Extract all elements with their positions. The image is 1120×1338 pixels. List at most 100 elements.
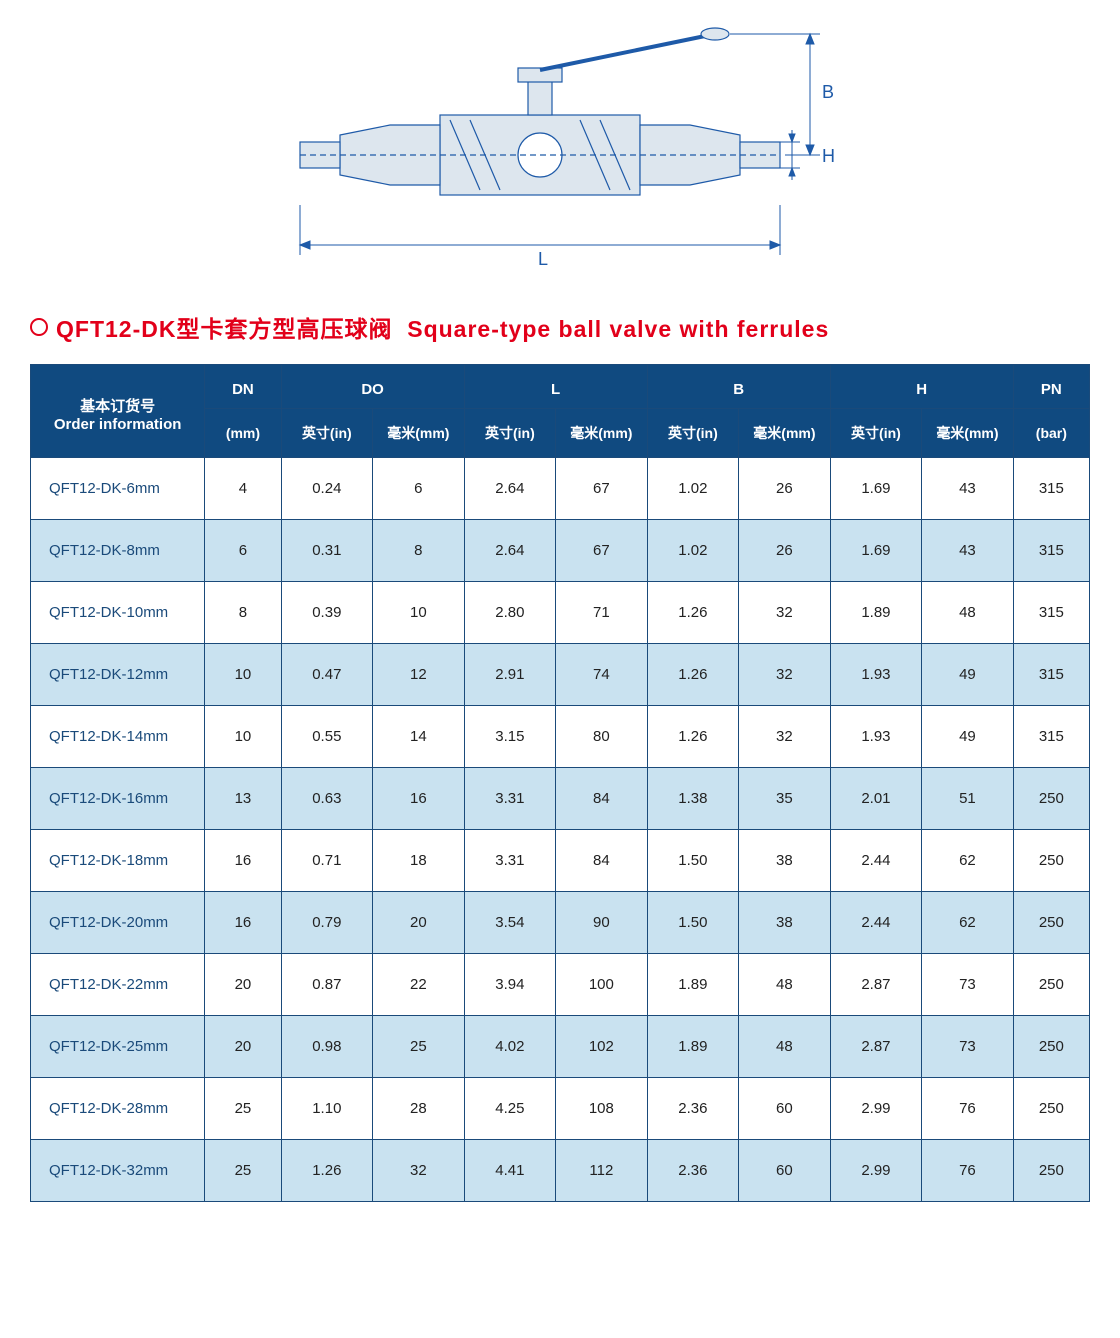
cell-do-in: 0.39: [281, 582, 373, 644]
cell-do-mm: 25: [373, 1016, 465, 1078]
cell-do-mm: 6: [373, 458, 465, 520]
valve-diagram-area: L B H: [0, 0, 1120, 290]
dim-label-b: B: [822, 82, 834, 102]
table-row: QFT12-DK-18mm160.71183.31841.50382.44622…: [31, 830, 1090, 892]
cell-dn: 10: [205, 706, 281, 768]
cell-l-in: 3.15: [464, 706, 556, 768]
cell-h-mm: 43: [922, 458, 1014, 520]
table-row: QFT12-DK-8mm60.3182.64671.02261.6943315: [31, 520, 1090, 582]
cell-h-in: 2.87: [830, 1016, 922, 1078]
cell-l-mm: 108: [556, 1078, 648, 1140]
cell-do-mm: 20: [373, 892, 465, 954]
unit-h-in: 英寸(in): [830, 409, 922, 458]
cell-h-mm: 73: [922, 1016, 1014, 1078]
cell-do-in: 0.24: [281, 458, 373, 520]
cell-b-mm: 48: [739, 954, 831, 1016]
cell-b-in: 1.02: [647, 458, 739, 520]
table-row: QFT12-DK-32mm251.26324.411122.36602.9976…: [31, 1140, 1090, 1202]
cell-pn: 315: [1013, 582, 1089, 644]
spec-table: 基本订货号 Order information DN DO L B H PN (…: [30, 364, 1090, 1202]
cell-dn: 8: [205, 582, 281, 644]
cell-l-in: 4.25: [464, 1078, 556, 1140]
cell-h-mm: 62: [922, 892, 1014, 954]
cell-l-mm: 84: [556, 830, 648, 892]
cell-dn: 25: [205, 1140, 281, 1202]
col-do: DO: [281, 365, 464, 409]
cell-do-mm: 22: [373, 954, 465, 1016]
cell-h-in: 2.01: [830, 768, 922, 830]
table-body: QFT12-DK-6mm40.2462.64671.02261.6943315Q…: [31, 458, 1090, 1202]
cell-do-in: 0.55: [281, 706, 373, 768]
cell-do-mm: 32: [373, 1140, 465, 1202]
dim-label-h: H: [822, 146, 835, 166]
cell-dn: 16: [205, 892, 281, 954]
cell-do-mm: 18: [373, 830, 465, 892]
unit-pn: (bar): [1013, 409, 1089, 458]
cell-do-mm: 8: [373, 520, 465, 582]
cell-b-in: 2.36: [647, 1078, 739, 1140]
table-row: QFT12-DK-12mm100.47122.91741.26321.93493…: [31, 644, 1090, 706]
cell-order: QFT12-DK-25mm: [31, 1016, 205, 1078]
cell-order: QFT12-DK-14mm: [31, 706, 205, 768]
cell-h-mm: 76: [922, 1078, 1014, 1140]
cell-b-mm: 32: [739, 644, 831, 706]
cell-do-mm: 14: [373, 706, 465, 768]
table-row: QFT12-DK-28mm251.10284.251082.36602.9976…: [31, 1078, 1090, 1140]
cell-order: QFT12-DK-12mm: [31, 644, 205, 706]
col-pn: PN: [1013, 365, 1089, 409]
table-row: QFT12-DK-6mm40.2462.64671.02261.6943315: [31, 458, 1090, 520]
col-order: 基本订货号 Order information: [31, 365, 205, 458]
title-text: QFT12-DK型卡套方型高压球阀 Square-type ball valve…: [56, 310, 829, 344]
cell-do-in: 0.47: [281, 644, 373, 706]
cell-order: QFT12-DK-18mm: [31, 830, 205, 892]
cell-dn: 20: [205, 1016, 281, 1078]
cell-do-in: 0.98: [281, 1016, 373, 1078]
cell-b-in: 1.50: [647, 830, 739, 892]
table-row: QFT12-DK-22mm200.87223.941001.89482.8773…: [31, 954, 1090, 1016]
cell-order: QFT12-DK-20mm: [31, 892, 205, 954]
cell-pn: 250: [1013, 892, 1089, 954]
cell-h-in: 2.44: [830, 830, 922, 892]
cell-b-mm: 60: [739, 1140, 831, 1202]
cell-pn: 250: [1013, 1078, 1089, 1140]
table-row: QFT12-DK-10mm80.39102.80711.26321.894831…: [31, 582, 1090, 644]
cell-dn: 20: [205, 954, 281, 1016]
cell-order: QFT12-DK-6mm: [31, 458, 205, 520]
cell-h-mm: 49: [922, 644, 1014, 706]
cell-h-mm: 76: [922, 1140, 1014, 1202]
cell-pn: 315: [1013, 458, 1089, 520]
table-row: QFT12-DK-14mm100.55143.15801.26321.93493…: [31, 706, 1090, 768]
cell-b-mm: 60: [739, 1078, 831, 1140]
table-row: QFT12-DK-25mm200.98254.021021.89482.8773…: [31, 1016, 1090, 1078]
cell-l-mm: 90: [556, 892, 648, 954]
cell-dn: 25: [205, 1078, 281, 1140]
cell-l-mm: 100: [556, 954, 648, 1016]
cell-do-in: 0.63: [281, 768, 373, 830]
cell-l-mm: 84: [556, 768, 648, 830]
table-head: 基本订货号 Order information DN DO L B H PN (…: [31, 365, 1090, 458]
cell-b-mm: 32: [739, 582, 831, 644]
unit-h-mm: 毫米(mm): [922, 409, 1014, 458]
cell-l-mm: 67: [556, 520, 648, 582]
cell-order: QFT12-DK-28mm: [31, 1078, 205, 1140]
cell-do-mm: 10: [373, 582, 465, 644]
cell-do-in: 0.87: [281, 954, 373, 1016]
unit-do-in: 英寸(in): [281, 409, 373, 458]
cell-h-mm: 51: [922, 768, 1014, 830]
cell-b-in: 1.26: [647, 582, 739, 644]
cell-l-mm: 80: [556, 706, 648, 768]
cell-order: QFT12-DK-16mm: [31, 768, 205, 830]
cell-h-in: 1.89: [830, 582, 922, 644]
cell-l-mm: 74: [556, 644, 648, 706]
cell-b-in: 1.38: [647, 768, 739, 830]
title-cn: QFT12-DK型卡套方型高压球阀: [56, 316, 392, 342]
col-h: H: [830, 365, 1013, 409]
cell-pn: 250: [1013, 954, 1089, 1016]
cell-b-in: 1.89: [647, 1016, 739, 1078]
cell-order: QFT12-DK-8mm: [31, 520, 205, 582]
col-l: L: [464, 365, 647, 409]
section-title: QFT12-DK型卡套方型高压球阀 Square-type ball valve…: [0, 290, 1120, 354]
cell-h-mm: 48: [922, 582, 1014, 644]
cell-l-in: 3.31: [464, 768, 556, 830]
bullet-icon: [30, 318, 48, 336]
